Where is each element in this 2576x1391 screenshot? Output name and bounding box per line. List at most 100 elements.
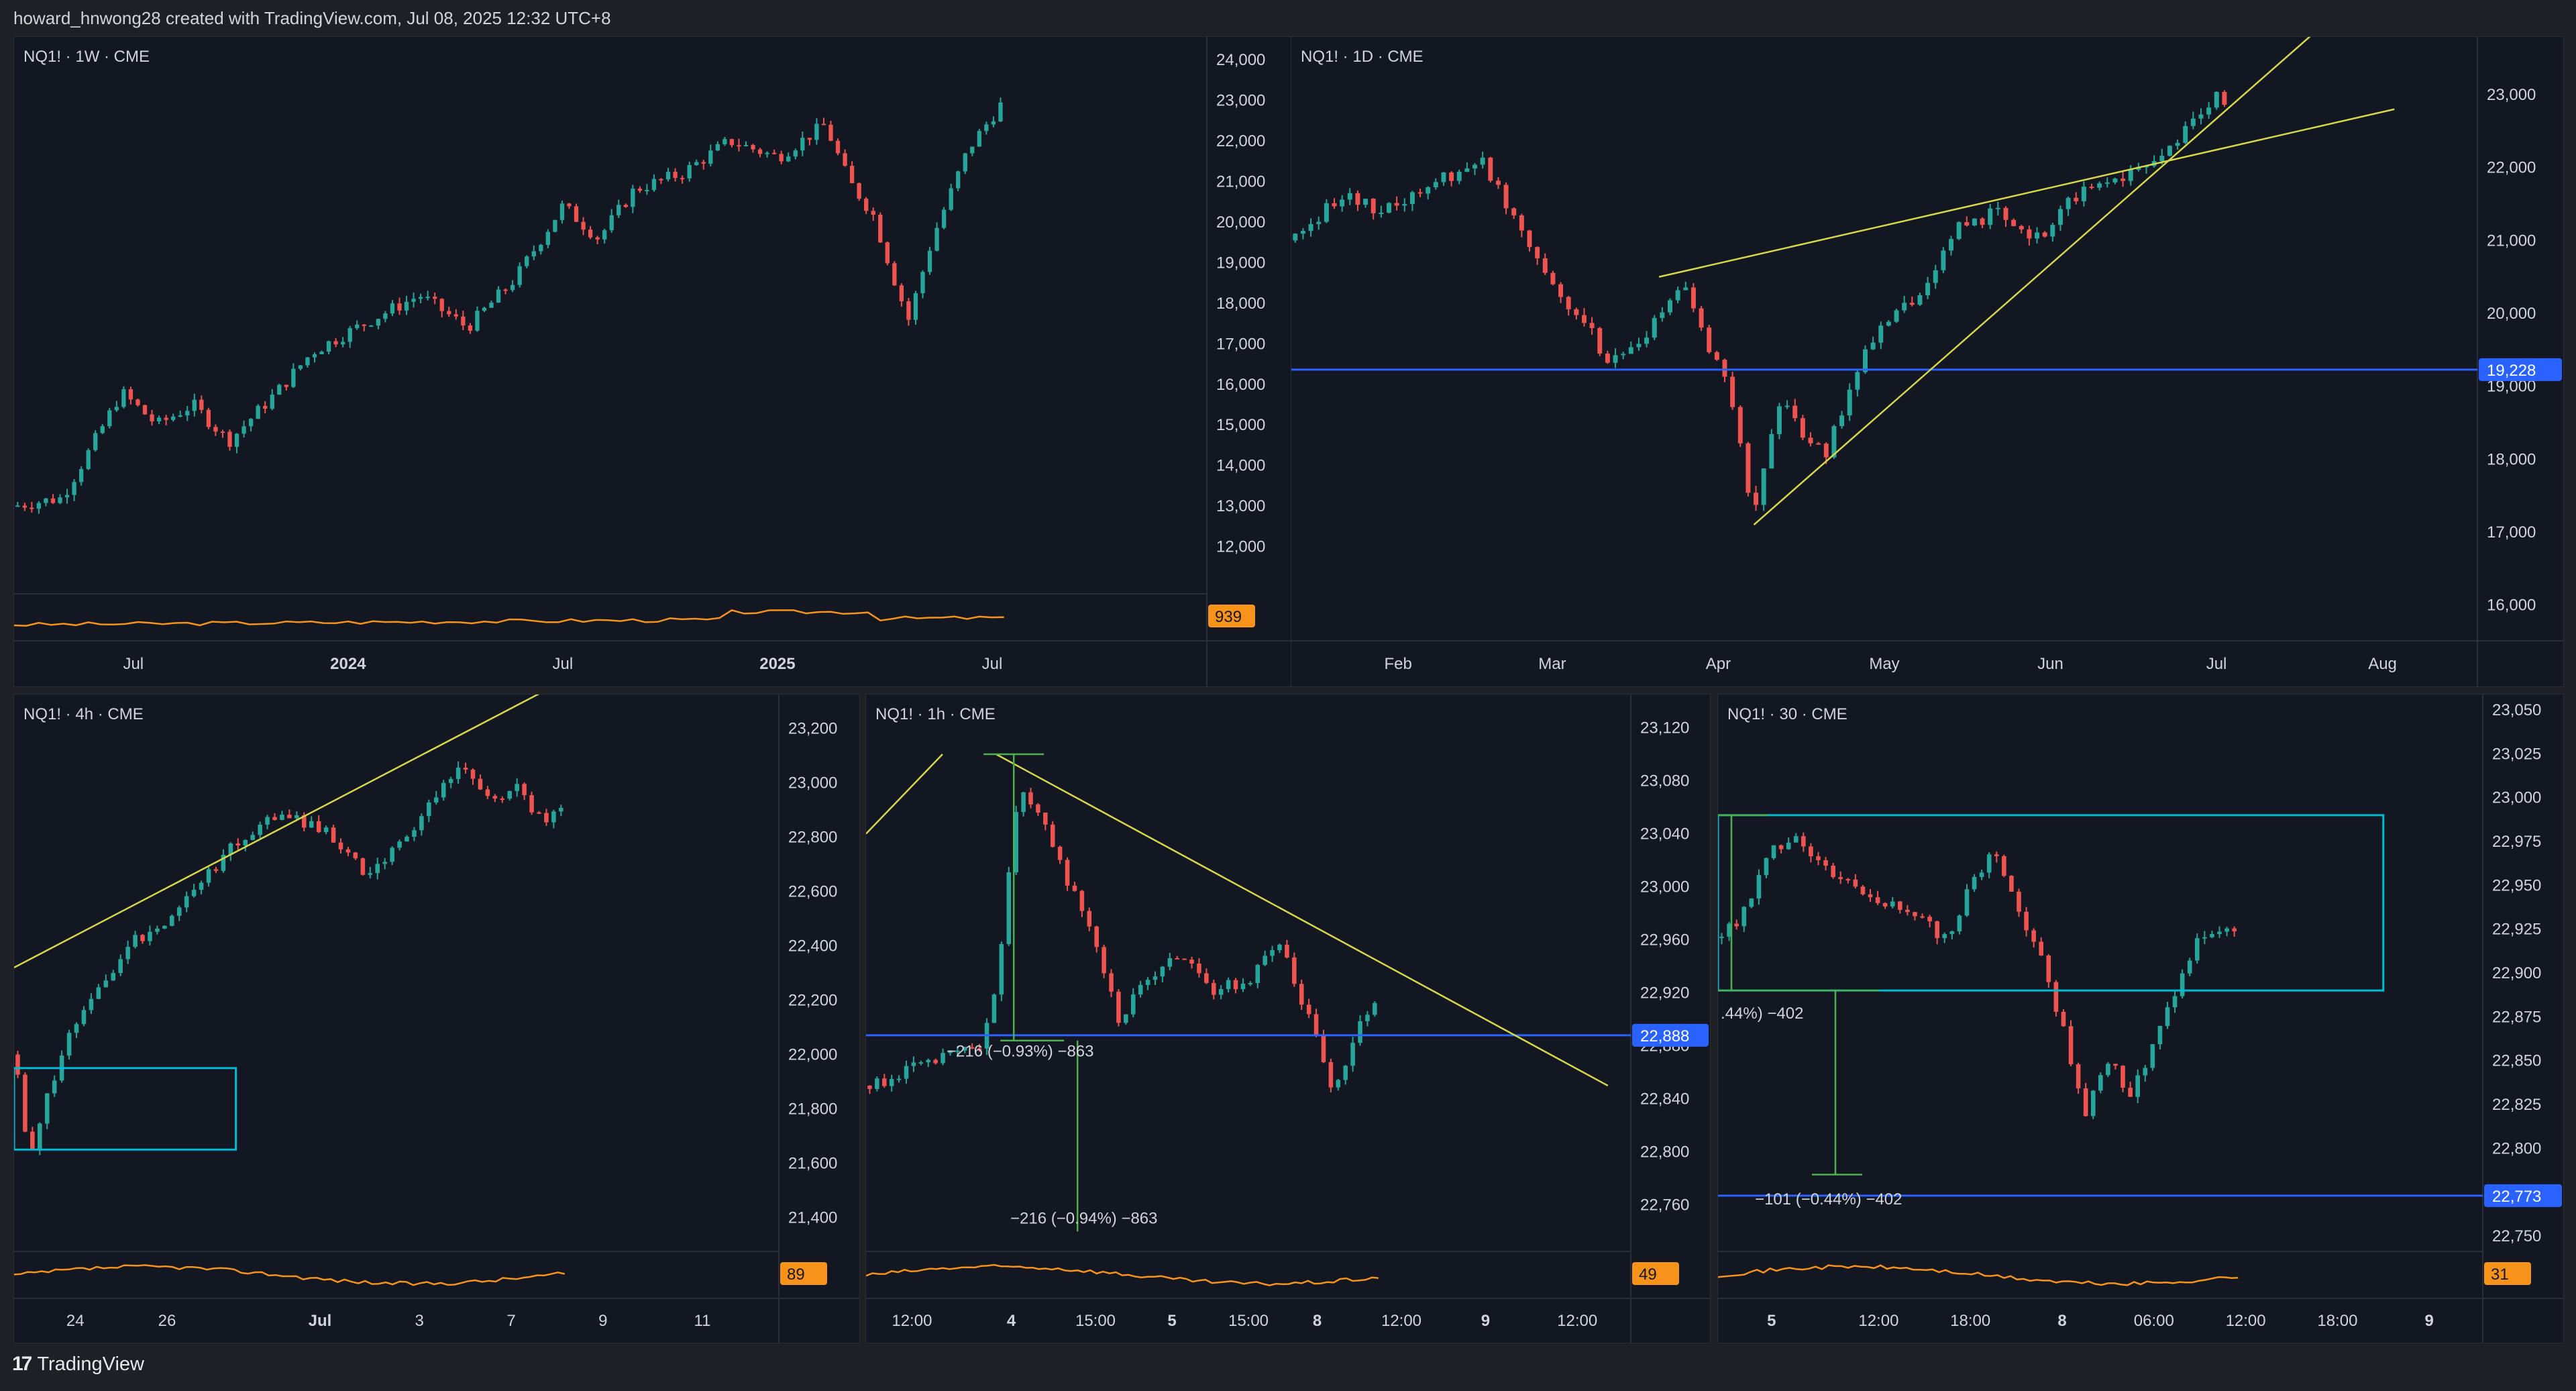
candle-body <box>1472 164 1478 169</box>
candle-body <box>2106 1064 2110 1076</box>
candle-body <box>529 795 534 813</box>
candle-body <box>1831 866 1835 878</box>
candle-body <box>250 835 255 840</box>
y-tick-label: 23,080 <box>1640 772 1689 790</box>
candle-body <box>2206 107 2212 115</box>
candle-body <box>551 811 556 823</box>
candle-body <box>673 172 678 178</box>
candle-body <box>2031 930 2036 942</box>
x-tick-label: 2025 <box>759 655 795 673</box>
candle-body <box>1313 1014 1319 1036</box>
y-tick-label: 20,000 <box>1216 213 1265 231</box>
candle-body <box>984 124 989 132</box>
candle-body <box>2035 232 2040 239</box>
candle-body <box>1488 157 1493 181</box>
candle-body <box>867 1085 872 1089</box>
x-tick-label: 9 <box>2425 1312 2434 1330</box>
candle-body <box>1613 355 1618 363</box>
chart-panel-daily[interactable]: NQ1! · 1D · CME 23,000 22,000 21,000 20,000… <box>1291 36 2564 687</box>
candle-body <box>463 768 468 770</box>
candle-body <box>1942 934 1947 939</box>
candle-body <box>1124 1014 1128 1023</box>
candle-body <box>2232 928 2237 931</box>
candle-body <box>331 827 336 843</box>
candle-body <box>1043 812 1048 825</box>
x-tick-label: 06:00 <box>2134 1312 2174 1330</box>
x-tick-label: 26 <box>158 1312 176 1330</box>
x-tick-label: 3 <box>415 1312 424 1330</box>
candle-body <box>206 869 211 883</box>
chart-panel-30m[interactable]: NQ1! · 30 · CME 23,050 23,025 23,000 22,975… <box>1717 694 2564 1343</box>
candle-body <box>991 121 996 125</box>
candle-body <box>849 166 855 183</box>
candle-body <box>227 431 232 447</box>
candle-body <box>948 1050 953 1053</box>
candle-body <box>1949 931 1955 935</box>
candle-body <box>595 237 600 240</box>
candle-body <box>889 1078 894 1086</box>
candle-body <box>1581 315 1587 323</box>
candle-body <box>1621 354 1626 356</box>
candle-body <box>715 144 720 151</box>
candle-body <box>2224 928 2229 932</box>
candle-body <box>1574 309 1579 315</box>
ticker-label: NQ1! · 4h · CME <box>23 705 144 723</box>
candle-body <box>170 915 174 926</box>
candle-body <box>637 189 643 191</box>
candle-body <box>1358 1021 1362 1043</box>
candle-body <box>510 285 515 291</box>
candle-body <box>81 1010 87 1025</box>
candle-body <box>360 858 366 875</box>
candle-body <box>1433 182 1438 188</box>
chart-panel-4h[interactable]: NQ1! · 4h · CME 23,200 23,000 22,800 22,600… <box>13 694 860 1343</box>
candle-body <box>412 830 417 837</box>
candle-body <box>1668 300 1672 313</box>
candle-body <box>1905 909 1910 913</box>
candle-body <box>1964 222 1970 226</box>
candle-body <box>2076 1064 2081 1089</box>
candle-body <box>1741 907 1747 927</box>
ticker-label: NQ1! · 1D · CME <box>1301 48 1424 66</box>
candle-body <box>659 178 663 181</box>
candle-body <box>1597 327 1603 354</box>
candle-body <box>1270 950 1275 956</box>
y-tick-label: 12,000 <box>1216 538 1265 556</box>
candle-body <box>258 824 262 835</box>
candle-body <box>1995 207 2000 209</box>
volume-badge <box>1208 605 1255 627</box>
candle-body <box>2198 114 2204 119</box>
candle-body <box>411 299 416 302</box>
candle-body <box>2057 209 2063 225</box>
y-tick-label: 20,000 <box>2487 305 2536 323</box>
candle-body <box>1793 836 1799 843</box>
candle-body <box>1994 854 1999 856</box>
candle-body <box>272 817 277 820</box>
candle-body <box>665 172 671 180</box>
x-tick-label: 15:00 <box>1075 1312 1116 1330</box>
candle-body <box>1927 917 1932 922</box>
x-tick-label: 5 <box>1767 1312 1776 1330</box>
chart-panel-weekly[interactable]: NQ1! · 1W · CME 24,000 23,000 22,000 21,000… <box>13 36 1293 687</box>
candle-body <box>78 468 84 482</box>
candle-body <box>263 405 268 409</box>
candle-body <box>843 153 847 166</box>
candle-body <box>1308 224 1313 231</box>
candle-body <box>1838 877 1843 880</box>
candle-body <box>503 289 508 291</box>
candle-body <box>1277 944 1282 951</box>
candle-body <box>2121 178 2126 181</box>
candle-body <box>2089 187 2094 189</box>
candle-body <box>500 798 505 801</box>
candle-body <box>1972 218 1977 226</box>
chart-panel-1h[interactable]: NQ1! · 1h · CME 23,120 23,080 23,040 23,000… <box>865 694 1711 1343</box>
candle-body <box>956 171 961 189</box>
candle-body <box>1332 203 1337 207</box>
candle-body <box>1886 321 1891 326</box>
candle-body <box>1722 360 1727 377</box>
candle-body <box>2222 92 2227 105</box>
candle-body <box>882 1078 887 1086</box>
candle-body <box>517 266 522 285</box>
candle-body <box>100 426 105 433</box>
candle-body <box>1660 312 1665 318</box>
candle-body <box>531 251 536 257</box>
